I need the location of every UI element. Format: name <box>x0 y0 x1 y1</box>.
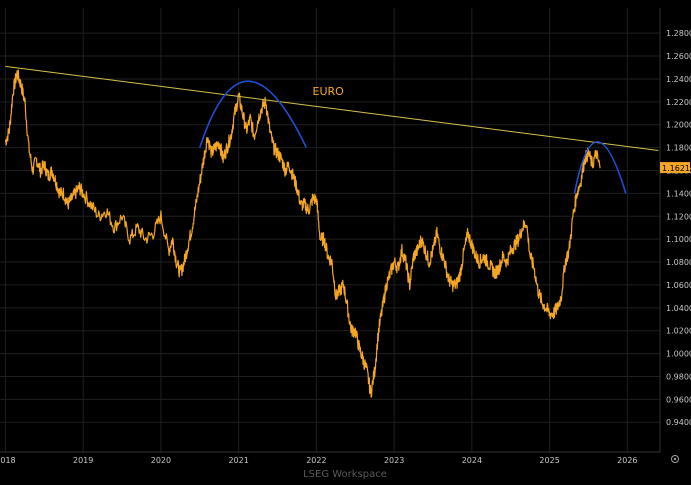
y-tick-label: 1.2800 <box>666 29 691 38</box>
y-tick-label: 1.1800 <box>666 144 691 153</box>
overlay-layer <box>5 65 659 194</box>
y-tick-label: 1.1000 <box>666 235 691 244</box>
arc-2021-top <box>199 80 308 148</box>
y-tick-label: 1.2000 <box>666 121 691 130</box>
y-tick-label: 1.2200 <box>666 98 691 107</box>
last-price-value: 1.1621 <box>662 164 690 173</box>
y-tick-label: 1.0600 <box>666 281 691 290</box>
x-tick-label: 2021 <box>228 456 248 465</box>
euro-annotation-label: EURO <box>313 85 345 98</box>
x-tick-label: 2026 <box>617 456 637 465</box>
grid-layer <box>0 8 660 452</box>
euro-price-line <box>4 69 601 398</box>
y-tick-label: 1.0400 <box>666 304 691 313</box>
x-tick-label: 2024 <box>462 456 482 465</box>
x-tick-label: 2023 <box>384 456 404 465</box>
last-price-badge: 1.1621 <box>660 162 690 174</box>
axis-layer: 1.2800 1.2600 1.2400 1.2200 1.2000 1.1800 1.16… <box>0 8 691 465</box>
x-tick-label: 2022 <box>306 456 326 465</box>
x-tick-label: 2019 <box>73 456 93 465</box>
y-tick-label: 1.2400 <box>666 75 691 84</box>
settings-icon-dot <box>673 457 677 461</box>
workspace-watermark: LSEG Workspace <box>303 469 387 480</box>
y-tick-label: 1.0800 <box>666 258 691 267</box>
y-tick-label: 1.1400 <box>666 189 691 198</box>
y-tick-label: 1.0200 <box>666 327 691 336</box>
last-price-badge-bg <box>660 162 690 174</box>
arc-2025-top <box>573 141 627 194</box>
settings-button[interactable] <box>671 455 679 463</box>
y-tick-label: 1.1200 <box>666 212 691 221</box>
x-tick-label: 2020 <box>151 456 171 465</box>
series-layer <box>4 69 601 398</box>
settings-icon[interactable] <box>671 455 679 463</box>
x-tick-label: 2025 <box>539 456 559 465</box>
resistance-trendline <box>5 65 659 151</box>
x-tick-label: 2018 <box>0 456 16 465</box>
y-tick-label: 1.2600 <box>666 52 691 61</box>
